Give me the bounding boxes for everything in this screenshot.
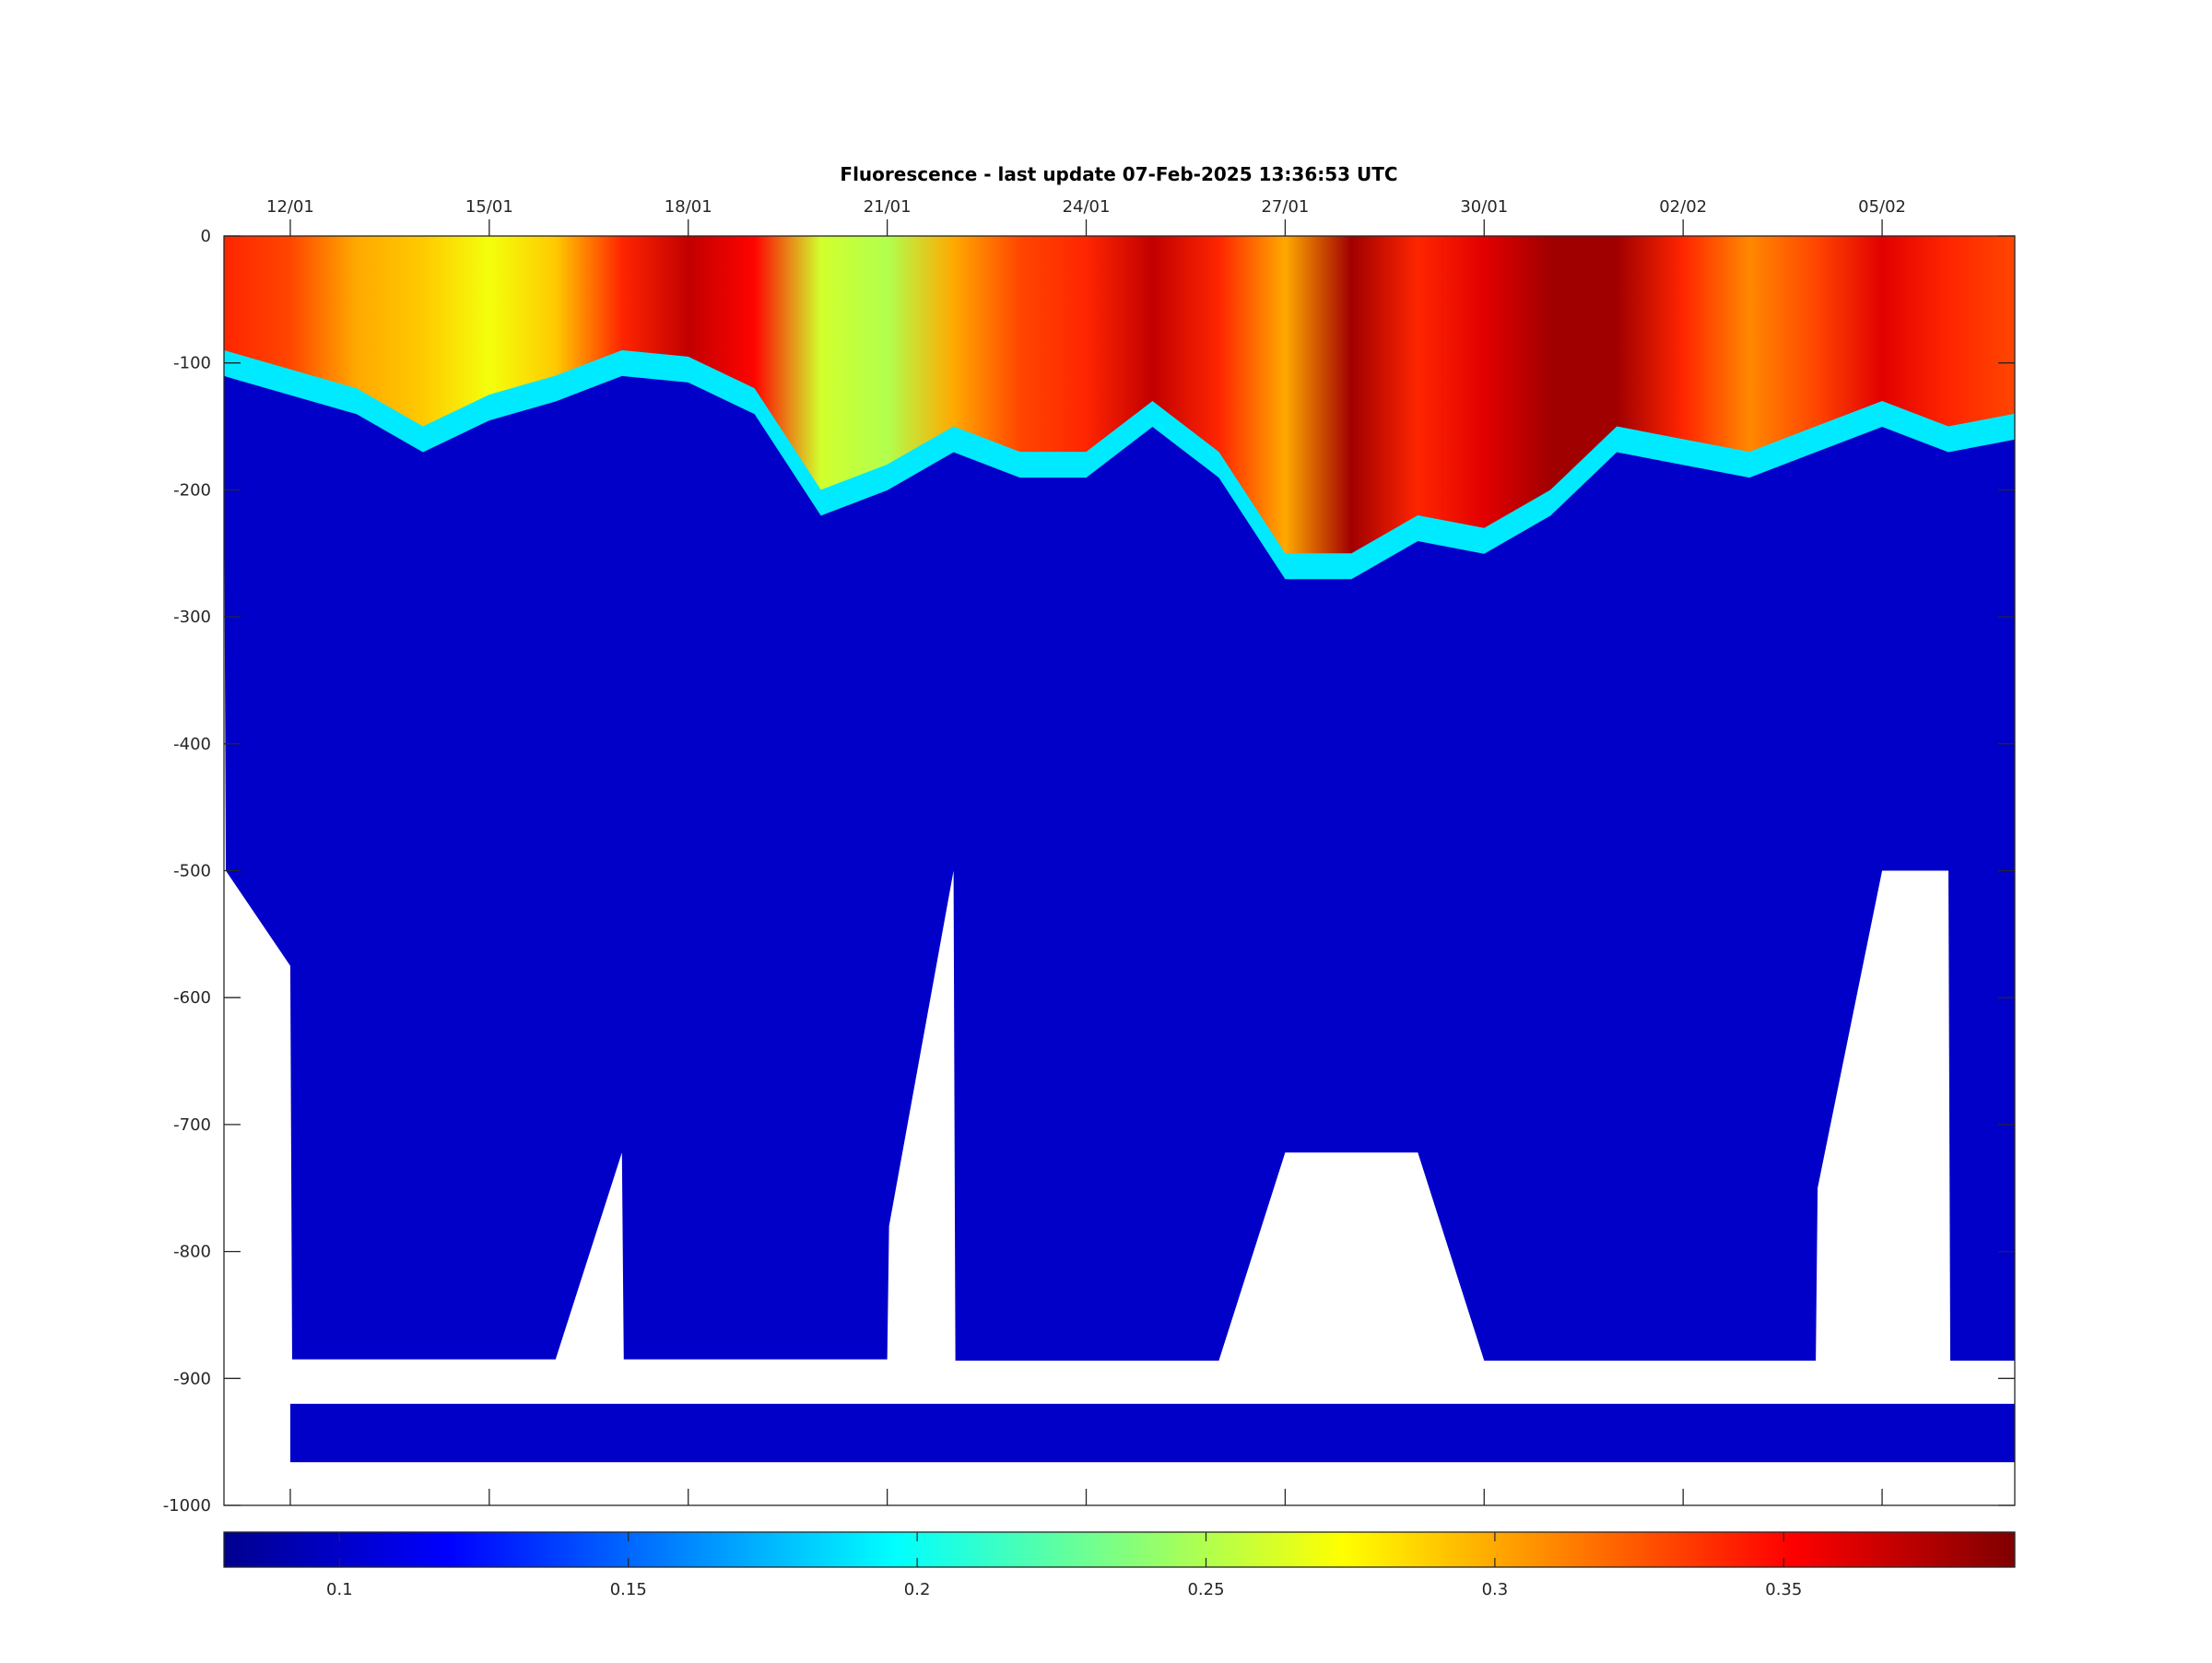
heatmap-plot [224, 236, 2015, 1463]
x-tick-label: 24/01 [1063, 197, 1111, 217]
y-tick-label: -200 [173, 480, 211, 500]
colorbar-bar [223, 1531, 2016, 1568]
x-tick-label: 27/01 [1261, 197, 1309, 217]
y-tick-label: -900 [173, 1369, 211, 1388]
x-tick-label: 05/02 [1858, 197, 1906, 217]
colorbar-tick-label: 0.25 [1187, 1580, 1224, 1599]
x-tick-label: 12/01 [266, 197, 314, 217]
y-tick-label: -400 [173, 735, 211, 754]
y-tick-label: -800 [173, 1243, 211, 1262]
y-tick-label: -500 [173, 862, 211, 881]
y-tick-label: -600 [173, 988, 211, 1008]
colorbar-tick-label: 0.1 [326, 1580, 353, 1599]
x-tick-label: 30/01 [1460, 197, 1508, 217]
y-tick-label: -1000 [163, 1496, 211, 1516]
colorbar: 0.1 0.15 0.2 0.25 0.3 0.35 [223, 1531, 2016, 1599]
colorbar-tick-label: 0.3 [1482, 1580, 1509, 1599]
deep-band-area [289, 1403, 2015, 1463]
x-tick-label: 15/01 [465, 197, 513, 217]
colorbar-tick-label: 0.35 [1765, 1580, 1802, 1599]
colorbar-tick-label: 0.2 [904, 1580, 931, 1599]
x-tick-label: 02/02 [1659, 197, 1707, 217]
axes: 0 -100 -200 -300 -400 -500 -600 -700 -800 -900 -10… [163, 197, 2015, 1516]
y-tick-label: 0 [201, 227, 211, 246]
x-tick-label: 18/01 [665, 197, 712, 217]
x-tick-label: 21/01 [864, 197, 912, 217]
profile-data-area [224, 236, 2015, 1362]
chart-title: Fluorescence - last update 07-Feb-2025 1… [840, 163, 1397, 185]
y-tick-label: -100 [173, 354, 211, 373]
y-tick-label: -700 [173, 1115, 211, 1135]
surface-layer-area [224, 236, 2015, 554]
colorbar-tick-label: 0.15 [610, 1580, 647, 1599]
y-tick-label: -300 [173, 607, 211, 627]
